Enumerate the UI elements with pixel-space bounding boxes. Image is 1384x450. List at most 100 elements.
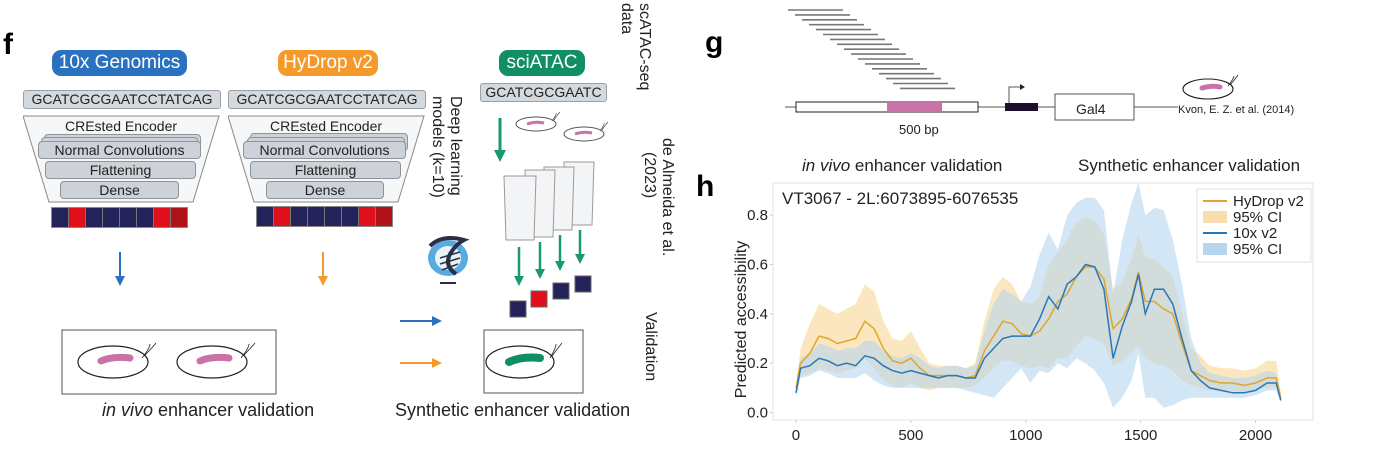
transgene-line: [1134, 106, 1178, 108]
label-line: data: [618, 3, 635, 35]
promoter-block: [1005, 103, 1038, 111]
synthetic-caption: Synthetic enhancer validation: [395, 400, 631, 420]
output-cell: [376, 207, 392, 226]
embryo-icon: [1182, 74, 1239, 100]
chart-header-synthetic: Synthetic enhancer validation: [1078, 156, 1301, 175]
output-cell: [257, 207, 274, 226]
sciatac-pipeline: [494, 111, 609, 318]
caption-italic: in vivo: [102, 400, 154, 420]
scatac-data-label: scATAC-seq data: [617, 3, 653, 90]
validation-flow: [61, 252, 584, 395]
y-tick-label: 0.8: [747, 207, 768, 224]
y-tick-label: 0.4: [747, 306, 768, 323]
down-arrow-blue-icon: [115, 252, 125, 286]
chart-header-in-vivo: in vivo enhancer validation: [802, 156, 1002, 176]
x-tick-label: 500: [898, 427, 923, 444]
output-cell: [291, 207, 308, 226]
input-sequence-10x: GCATCGCGAATCCTATCAG: [23, 90, 221, 109]
enhancer-500bp-segment: [887, 102, 942, 112]
arrow-head-icon: [514, 276, 524, 286]
output-cell: [325, 207, 342, 226]
y-tick-label: 0.0: [747, 405, 768, 422]
ci-band-10x-v2: [796, 183, 1281, 408]
tiling-fragments: [788, 9, 955, 90]
gal4-label: Gal4: [1076, 101, 1106, 117]
citation-de-almeida: de Almeida et al. (2023): [640, 138, 676, 256]
layer-normal-convolutions-hydrop: Normal Convolutions: [243, 141, 406, 159]
legend-label: HyDrop v2: [1233, 193, 1304, 210]
chart-title: VT3067 - 2L:6073895-6076535: [782, 189, 1018, 208]
legend-label: 10x v2: [1233, 225, 1277, 242]
arrow-head-icon: [575, 254, 585, 264]
legend-label: 95% CI: [1233, 241, 1282, 258]
header-italic: in vivo: [802, 156, 851, 175]
right-arrow-orange-icon: [400, 358, 442, 368]
output-cell: [52, 208, 69, 227]
layer-normal-convolutions-10x: Normal Convolutions: [38, 141, 201, 159]
label-line: models (k=10): [429, 96, 446, 198]
input-sequence-sciatac: GCATCGCGAATC: [480, 83, 607, 102]
header-rest: enhancer validation: [850, 156, 1003, 175]
output-vector-hydrop: [256, 206, 393, 227]
y-tick-label: 0.6: [747, 256, 768, 273]
layer-dense-hydrop: Dense: [266, 181, 384, 199]
deep-learning-models-label: Deep learning models (k=10): [428, 96, 464, 198]
legend-patch-swatch: [1203, 211, 1227, 223]
label-line: scATAC-seq: [636, 3, 653, 91]
caption-rest: enhancer validation: [153, 400, 315, 420]
encoder-title-hydrop: CREsted Encoder: [269, 118, 383, 134]
prediction-square: [574, 275, 592, 293]
y-tick-label: 0.2: [747, 355, 768, 372]
series-line-10x-v2: [795, 263, 1282, 401]
embryo-icon: [563, 121, 609, 142]
output-cell: [274, 207, 291, 226]
in-vivo-caption: in vivo enhancer validation: [102, 400, 314, 421]
output-cell: [86, 208, 103, 227]
x-tick-label: 1000: [1009, 427, 1042, 444]
encoder-title-10x: CREsted Encoder: [64, 118, 178, 134]
output-cell: [171, 208, 187, 227]
embryo-icon: [485, 342, 563, 379]
label-line: de Almeida et al.: [659, 138, 676, 257]
layer-flattening-10x: Flattening: [45, 161, 196, 179]
down-arrow-orange-icon: [318, 252, 328, 286]
output-cell: [103, 208, 120, 227]
right-arrow-blue-icon: [400, 316, 442, 326]
panel-label-f: f: [3, 28, 13, 61]
platform-badge-10x: 10x Genomics: [52, 50, 187, 76]
output-cell: [342, 207, 359, 226]
embryo-icon: [176, 342, 256, 379]
kvon-citation: Kvon, E. Z. et al. (2014): [1178, 104, 1295, 116]
arrow-head-icon: [555, 261, 565, 271]
input-sequence-hydrop: GCATCGCGAATCCTATCAG: [228, 90, 426, 109]
y-axis-label: Predicted accessibility: [733, 241, 750, 398]
legend-label: 95% CI: [1233, 209, 1282, 226]
x-tick-label: 1500: [1124, 427, 1157, 444]
validation-label: Validation: [642, 312, 659, 382]
arrow-head-icon: [535, 269, 545, 279]
embryo-icon: [77, 342, 157, 379]
enhancer-size-label: 500 bp: [899, 122, 939, 137]
legend-patch-swatch: [1203, 243, 1227, 255]
prediction-square: [530, 290, 548, 308]
arrow-head-icon: [1020, 84, 1025, 90]
platform-badge-hydrop: HyDrop v2: [278, 50, 378, 76]
panel-label-h: h: [696, 170, 715, 203]
output-cell: [359, 207, 376, 226]
enhancer-construct-diagram: [785, 9, 1135, 121]
embryo-icon: [515, 111, 561, 132]
model-icon: [503, 175, 537, 241]
prediction-square: [509, 300, 527, 318]
panel-label-g: g: [705, 26, 724, 59]
output-cell: [120, 208, 137, 227]
tss-arrow-icon: [1008, 86, 1020, 103]
output-vector-10x: [51, 207, 188, 228]
label-line: (2023): [641, 152, 658, 199]
layer-dense-10x: Dense: [60, 181, 179, 199]
x-tick-label: 0: [792, 427, 800, 444]
output-cell: [308, 207, 325, 226]
platform-badge-sciatac: sciATAC: [499, 50, 585, 76]
dna-model-logo-icon: [428, 236, 470, 284]
output-cell: [154, 208, 171, 227]
